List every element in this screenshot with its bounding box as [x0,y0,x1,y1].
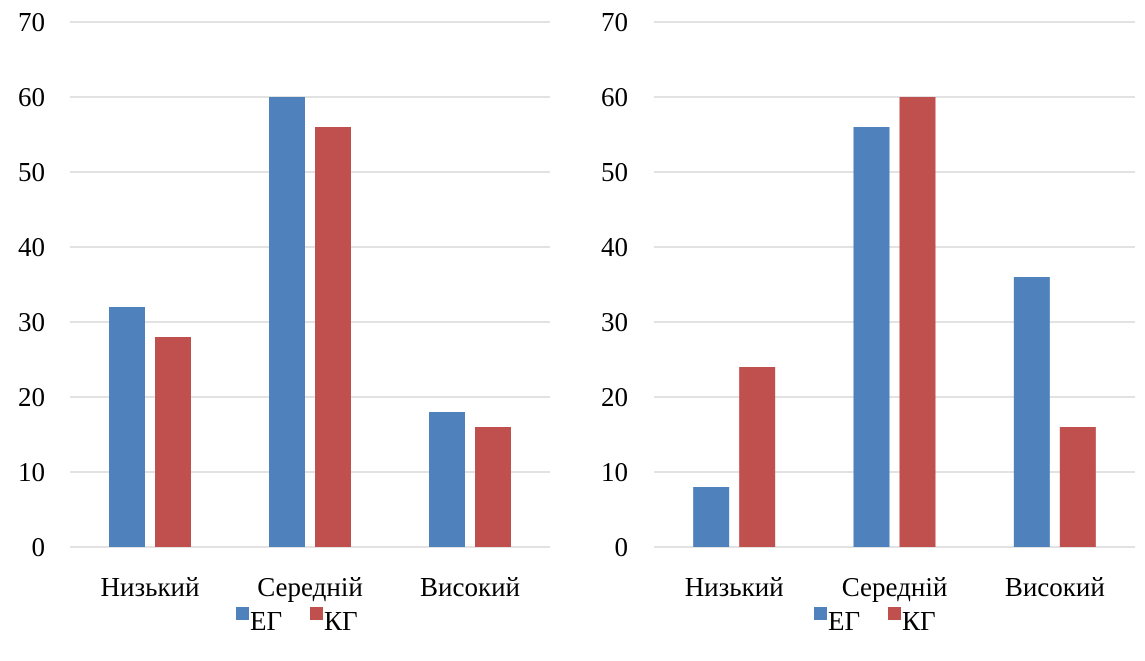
legend-swatch [888,607,901,620]
legend-swatch [814,607,827,620]
y-tick-label: 10 [601,457,628,487]
bar-КГ-Середній [899,97,936,547]
x-category-label: Високий [1005,572,1105,602]
bar-КГ-Високий [475,427,511,547]
bar-КГ-Низький [155,337,191,547]
chart-2: 0 10 20 30 40 50 60 70 Низький Середній Високий ЕГ К… [601,7,1135,636]
x-category-label: Високий [420,572,520,602]
y-tick-label: 30 [18,307,45,337]
y-tick-label: 30 [601,307,628,337]
x-category-label: Низький [685,572,784,602]
y-tick-label: 50 [18,157,45,187]
legend-label: КГ [324,606,358,636]
y-tick-label: 0 [32,532,46,562]
legend-label: ЕГ [828,606,860,636]
y-tick-label: 50 [601,157,628,187]
bar-ЕГ-Високий [1013,277,1050,547]
chart-1: 0 10 20 30 40 50 60 70 Низький Середній Високий ЕГ К… [18,7,550,636]
bar-ЕГ-Низький [693,487,730,547]
y-tick-label: 40 [601,232,628,262]
bar-ЕГ-Низький [109,307,145,547]
y-tick-label: 70 [601,7,628,37]
y-tick-label: 60 [601,82,628,112]
y-tick-label: 20 [601,382,628,412]
legend-swatch [236,607,249,620]
bar-ЕГ-Середній [269,97,305,547]
x-category-label: Низький [101,572,200,602]
y-tick-label: 60 [18,82,45,112]
y-tick-label: 0 [615,532,629,562]
bar-ЕГ-Високий [429,412,465,547]
legend-label: ЕГ [250,606,282,636]
x-category-label: Середній [257,572,363,602]
legend-label: КГ [902,606,936,636]
y-tick-label: 70 [18,7,45,37]
bar-КГ-Середній [315,127,351,547]
y-tick-label: 20 [18,382,45,412]
legend-swatch [310,607,323,620]
bar-КГ-Низький [739,367,776,547]
bar-КГ-Високий [1059,427,1096,547]
bar-ЕГ-Середній [853,127,890,547]
y-tick-label: 40 [18,232,45,262]
y-tick-label: 10 [18,457,45,487]
x-category-label: Середній [842,572,948,602]
